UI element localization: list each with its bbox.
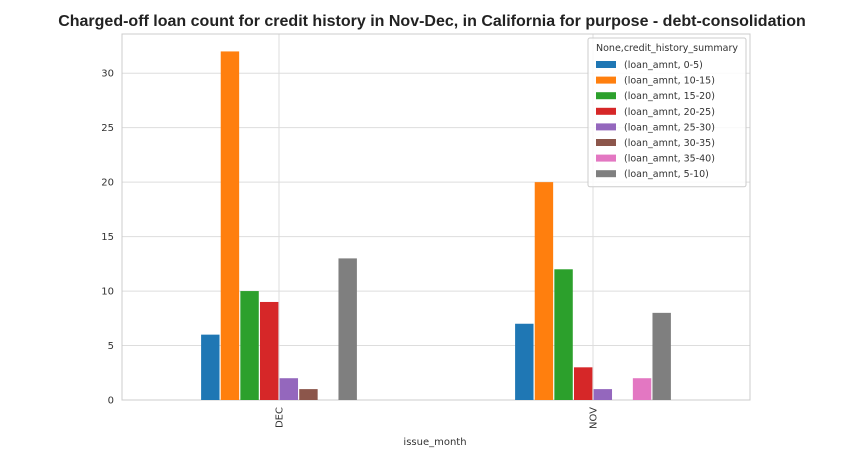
bar bbox=[338, 258, 357, 400]
legend-entry: (loan_amnt, 15-20) bbox=[624, 91, 715, 102]
legend-swatch bbox=[596, 92, 616, 100]
y-tick-label: 15 bbox=[101, 232, 114, 243]
y-axis: 0 5 10 15 20 25 30 bbox=[101, 69, 114, 407]
bar bbox=[534, 182, 554, 400]
bar bbox=[240, 291, 259, 400]
y-tick-label: 5 bbox=[108, 341, 114, 352]
legend-entry: (loan_amnt, 35-40) bbox=[624, 154, 715, 165]
legend-entry: (loan_amnt, 5-10) bbox=[624, 169, 709, 180]
bar bbox=[201, 334, 220, 400]
legend-entry: (loan_amnt, 10-15) bbox=[624, 76, 715, 87]
x-axis: DEC NOV bbox=[275, 407, 600, 429]
legend-entry: (loan_amnt, 20-25) bbox=[624, 107, 715, 118]
legend-swatch bbox=[596, 154, 616, 162]
bar bbox=[593, 389, 613, 400]
bar bbox=[515, 323, 534, 400]
bars bbox=[201, 51, 671, 401]
legend-swatch bbox=[596, 123, 616, 131]
legend-frame bbox=[587, 37, 747, 188]
x-tick-label: NOV bbox=[589, 407, 600, 429]
legend-swatch bbox=[596, 76, 616, 84]
bar bbox=[652, 312, 671, 400]
chart-title: Charged-off loan count for credit histor… bbox=[58, 13, 806, 30]
bar bbox=[259, 301, 279, 400]
legend-entry: (loan_amnt, 25-30) bbox=[624, 122, 715, 133]
bar bbox=[279, 378, 299, 400]
y-tick-label: 0 bbox=[108, 396, 114, 407]
plot-area bbox=[121, 33, 751, 401]
bar bbox=[632, 378, 652, 400]
x-axis-label: issue_month bbox=[403, 437, 466, 448]
bar bbox=[299, 389, 318, 400]
y-tick-label: 20 bbox=[101, 178, 114, 189]
bar bbox=[573, 367, 593, 400]
legend: None,credit_history_summary (loan_amnt, 0… bbox=[587, 37, 747, 188]
bar bbox=[220, 51, 240, 401]
bar bbox=[554, 269, 573, 400]
y-tick-label: 10 bbox=[101, 287, 114, 298]
legend-entry: (loan_amnt, 30-35) bbox=[624, 138, 715, 149]
legend-swatch bbox=[596, 170, 616, 178]
legend-title: None,credit_history_summary bbox=[596, 43, 738, 54]
legend-swatch bbox=[596, 61, 616, 68]
x-tick-label: DEC bbox=[275, 407, 286, 428]
legend-swatch bbox=[596, 139, 616, 146]
legend-entry: (loan_amnt, 0-5) bbox=[624, 60, 703, 71]
y-tick-label: 30 bbox=[101, 69, 114, 80]
legend-swatch bbox=[596, 107, 616, 115]
y-tick-label: 25 bbox=[101, 123, 114, 134]
